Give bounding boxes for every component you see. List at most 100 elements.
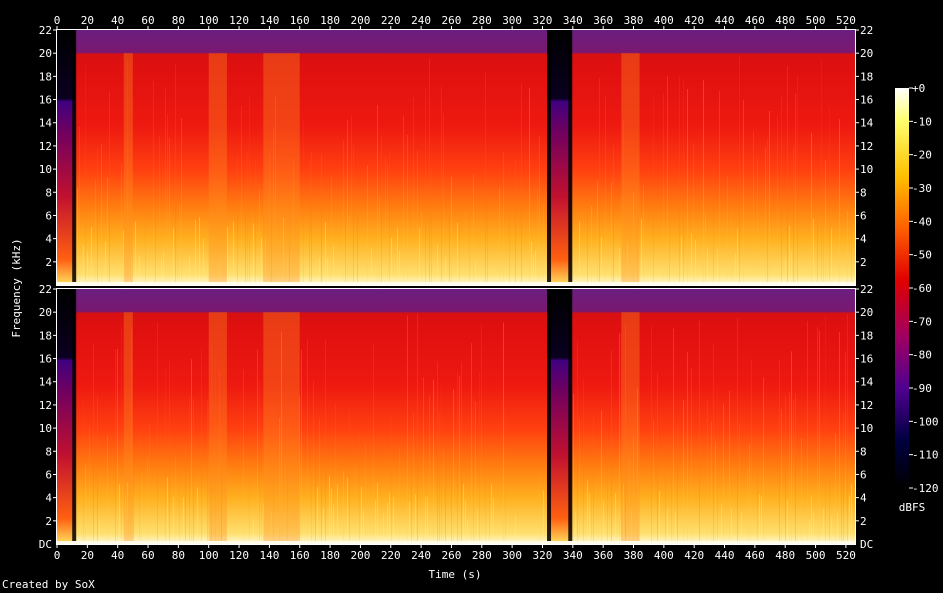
spectrum-texture	[403, 115, 404, 285]
spectrum-texture	[173, 227, 174, 285]
x-tick-label: 100	[199, 14, 219, 27]
y-tick-label: 14	[39, 376, 53, 389]
spectrum-texture	[707, 398, 708, 544]
spectrum-texture	[739, 423, 740, 544]
spectrum-texture	[457, 222, 458, 285]
y-tick-label: 8	[45, 445, 52, 458]
spectrum-texture	[259, 188, 260, 285]
spectrum-texture	[789, 392, 790, 544]
y-tick-label: 6	[860, 209, 867, 222]
spectrum-texture	[189, 256, 190, 285]
spectrum-texture	[469, 211, 470, 285]
spectrum-texture	[331, 175, 332, 285]
spectrum-texture	[263, 502, 264, 544]
spectrum-texture	[779, 359, 780, 544]
y-tick-label: 16	[860, 94, 873, 107]
spectrum-texture	[475, 401, 476, 544]
spectrum-texture	[203, 238, 204, 285]
spectrum-texture	[371, 247, 372, 285]
y-tick-label: 10	[39, 422, 52, 435]
spectrum-texture	[107, 177, 108, 285]
spectrum-texture	[357, 214, 358, 285]
spectrum-texture	[311, 152, 312, 285]
spectrum-texture	[139, 430, 140, 544]
spectrum-texture	[181, 118, 182, 285]
x-tick-label: 160	[290, 549, 310, 562]
spectrum-texture	[759, 494, 760, 544]
spectrum-texture	[419, 228, 420, 285]
spectrum-texture	[389, 492, 390, 544]
x-axis-label: Time (s)	[429, 568, 482, 581]
y-tick-label: 4	[860, 233, 867, 246]
y-tick-label: 12	[39, 399, 52, 412]
spectrum-texture	[479, 371, 480, 544]
spectrum-texture	[683, 79, 684, 285]
y-tick-label: 8	[860, 186, 867, 199]
y-tick-label: 2	[860, 256, 867, 269]
spectrum-texture	[493, 497, 494, 544]
spectrum-texture	[285, 465, 286, 544]
spectrum-texture	[325, 339, 326, 544]
spectrum-texture	[841, 473, 842, 544]
spectrum-texture	[281, 331, 282, 544]
spectrum-texture	[499, 186, 500, 285]
spectrum-texture	[623, 119, 624, 285]
spectrum-texture	[673, 328, 674, 544]
spectrum-texture	[845, 351, 846, 544]
spectrum-texture	[333, 504, 334, 544]
spectrum-texture	[107, 435, 108, 544]
spectrum-texture	[781, 95, 782, 286]
spectrum-texture	[175, 64, 176, 285]
y-tick-label: 22	[39, 24, 52, 37]
x-tick-label: 80	[172, 14, 185, 27]
spectrum-texture	[167, 476, 168, 544]
x-tick-label: 180	[320, 14, 340, 27]
spectrum-texture	[221, 430, 222, 544]
colorbar-tick-label: -30	[912, 182, 932, 195]
y-tick-label: 10	[39, 163, 52, 176]
spectrum-texture	[809, 520, 810, 544]
spectrum-texture	[133, 447, 134, 544]
spectrum-texture	[425, 87, 426, 285]
y-tick-label: 16	[39, 353, 52, 366]
spectrum-texture	[397, 227, 398, 285]
y-tick-label: 10	[860, 163, 873, 176]
spectrum-texture	[359, 430, 360, 544]
spectrum-texture	[763, 377, 764, 544]
spectrum-texture	[387, 502, 388, 544]
spectrum-texture	[431, 166, 432, 285]
spectrum-texture	[259, 381, 260, 544]
spectrum-texture	[475, 260, 476, 285]
spectrum-texture	[437, 361, 438, 544]
spectrum-texture	[603, 500, 604, 544]
spectrum-texture	[427, 496, 428, 544]
bright-block	[208, 312, 227, 544]
spectrum-texture	[153, 80, 154, 285]
y-tick-label: 14	[860, 117, 874, 130]
spectrum-texture	[199, 216, 200, 285]
spectrum-texture	[433, 379, 434, 544]
spectrum-texture	[667, 75, 668, 285]
y-tick-label: 6	[860, 468, 867, 481]
spectrum-texture	[721, 504, 722, 544]
spectrum-texture	[449, 214, 450, 285]
y-tick-label: 22	[860, 283, 873, 296]
x-tick-label: 500	[806, 549, 826, 562]
spectrum-texture	[621, 196, 622, 285]
spectrum-texture	[337, 484, 338, 544]
bright-block	[123, 312, 133, 544]
spectrum-texture	[485, 458, 486, 544]
spectrum-texture	[391, 418, 392, 544]
spectrum-texture	[615, 493, 616, 544]
spectrum-texture	[839, 119, 840, 286]
spectrum-texture	[441, 86, 442, 285]
spectrum-texture	[109, 91, 110, 285]
spectrum-texture	[531, 241, 532, 285]
panel-frame	[56, 288, 856, 545]
x-tick-label: 20	[81, 549, 94, 562]
spectrum-texture	[377, 104, 378, 285]
spectrum-texture	[487, 194, 488, 285]
spectrum-texture	[83, 398, 84, 544]
spectrum-texture	[169, 137, 170, 285]
